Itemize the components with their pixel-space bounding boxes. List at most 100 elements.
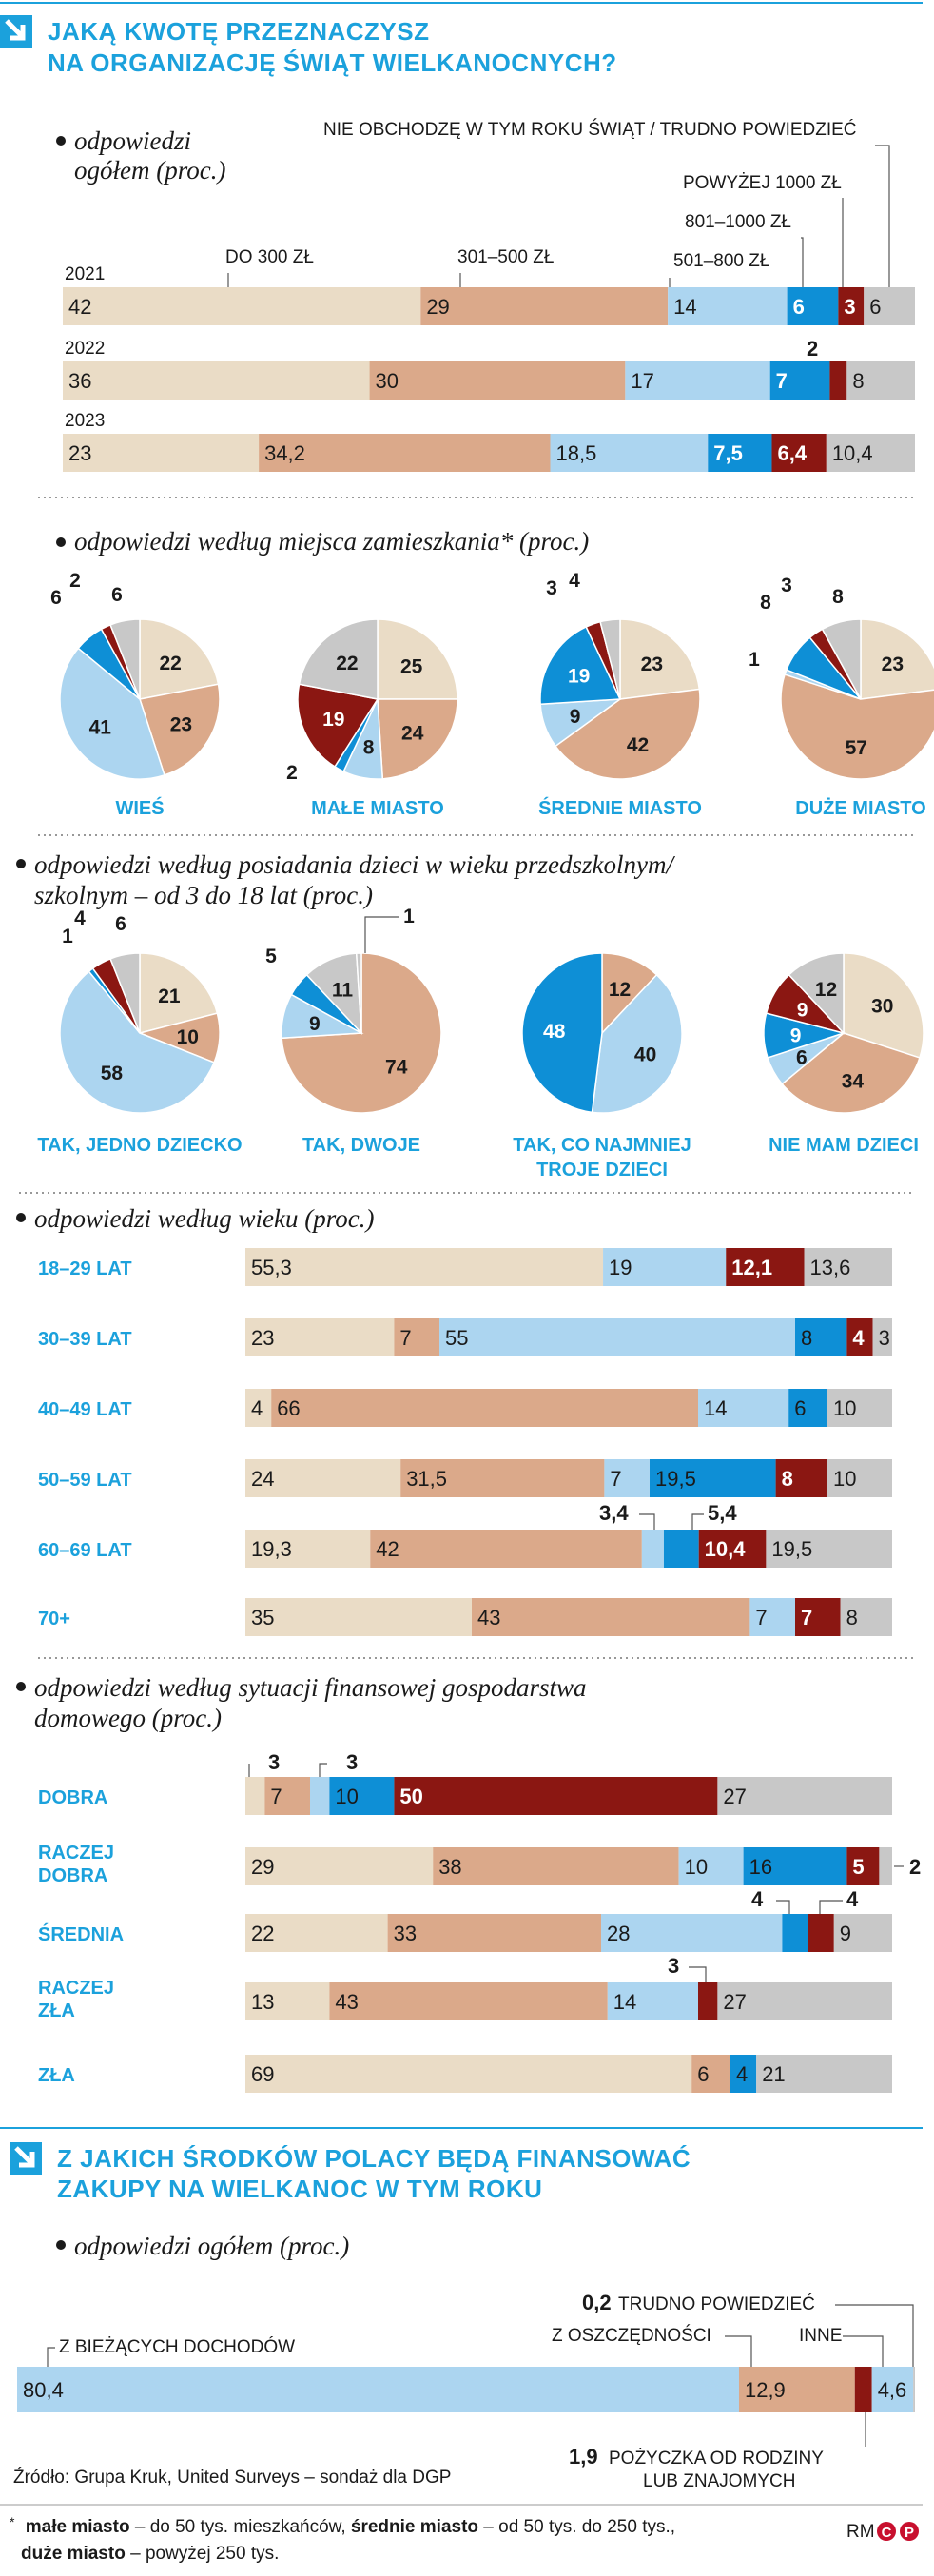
bar-segment [829,361,847,400]
pie-value-label: 8 [832,586,844,608]
logo-c: C [882,2525,892,2541]
fin-row-label: DOBRA [38,1865,107,1886]
bar-value-label: 7 [610,1467,621,1491]
pie-caption: TAK, DWOJE [302,1135,420,1156]
year-label: 2021 [65,264,105,284]
section1-subtitle-line1: odpowiedzi [74,127,191,155]
bar-value-label: 7 [270,1785,282,1808]
pie-value-label: 21 [158,986,181,1007]
bar-segment [63,287,421,325]
bar-value-label: 31,5 [406,1467,447,1491]
pie-value-label: 25 [400,655,423,677]
footnote-mark: * [10,2514,15,2529]
pie-slice [139,952,219,1034]
bar-segment [913,2367,915,2412]
pie-caption: TAK, CO NAJMNIEJ [513,1135,691,1156]
bar-segment [827,1459,892,1497]
bar-segment [310,1777,330,1815]
bar-value-label: 69 [251,2062,274,2086]
bar-segment [846,361,915,400]
bar-segment [766,1530,892,1568]
legend-none: NIE OBCHODZĘ W TYM ROKU ŚWIĄT / TRUDNO P… [323,119,857,140]
bar-segment [603,1248,727,1286]
bar-segment [698,1982,718,2020]
bar-value-label: 3 [879,1326,890,1350]
pie-slice [355,952,362,1034]
pie-value-label: 30 [871,995,893,1017]
pie-value-label: 57 [846,737,867,759]
subtitle-fin-line2: domowego (proc.) [34,1704,222,1732]
pie-value-label: 41 [89,716,112,738]
bar-value-label: 3 [844,295,855,319]
pie-value-label: 22 [159,653,181,674]
bar-segment [698,1530,767,1568]
bar-segment [245,1530,371,1568]
bar-segment [604,1459,650,1497]
pie-value-label: 9 [797,999,808,1021]
bar-value-label: 19,5 [655,1467,696,1491]
bar-segment [245,2055,692,2093]
pie-value-label: 2 [286,762,298,784]
bar-value-label: 12,9 [745,2378,786,2402]
leader-line [689,1966,707,1982]
bar-segment [63,361,370,400]
section2-title-line1: Z JAKICH ŚRODKÓW POLACY BĘDĄ FINANSOWAĆ [57,2144,691,2173]
credit: RM [846,2522,875,2542]
leader-none [875,145,890,287]
source: Źródło: Grupa Kruk, United Surveys – son… [13,2468,451,2488]
pie-slice [59,970,216,1114]
bar-segment [871,2367,914,2412]
bullet-icon [56,2240,66,2250]
bar-segment [387,1914,601,1952]
pie-slice [377,618,458,700]
year-label: 2022 [65,339,105,359]
leader-line [691,1513,704,1530]
leader-line [319,1763,327,1777]
funding-stacked-bar: 80,4 12,9 4,6 [17,2367,915,2412]
bar-value-label: 8 [846,1606,858,1630]
bar-value-label: 7 [776,369,788,393]
bar-segment [245,1318,395,1356]
pie-value-label: 3 [781,575,792,596]
bar-segment [245,1982,330,2020]
bar-value-label: 17 [631,369,653,393]
bar-segment [808,1914,834,1952]
bar-segment [756,2055,892,2093]
pie-value-label: 34 [842,1071,865,1093]
pie-value-label: 8 [760,592,771,614]
bar-segment [245,1248,604,1286]
bar-segment [245,1777,265,1815]
bar-segment [472,1598,750,1636]
pie-slice [59,647,165,780]
pie-value-label: 5 [265,946,277,967]
age-row-label: 50–59 LAT [38,1470,132,1491]
bar-value-label: 19,3 [251,1537,292,1561]
bar-value-label: 80,4 [23,2378,64,2402]
bar-value-label: 27 [723,1990,746,2014]
section2-subtitle: odpowiedzi ogółem (proc.) [74,2232,349,2260]
bar-segment [433,1847,679,1885]
bar-segment [788,1389,827,1427]
fund-oszcz-label: Z OSZCZĘDNOŚCI [552,2325,711,2346]
bar-value-label: 27 [723,1785,746,1808]
bar-value-label: 66 [277,1396,300,1420]
pie-value-label: 8 [363,737,375,759]
pie-caption: TROJE DZIECI [536,1160,668,1181]
pie-slice [601,952,658,1035]
bar-segment [245,1847,434,1885]
bar-value-label: 6 [794,1396,806,1420]
pie-slice [788,952,845,1035]
bar-value-label: 14 [704,1396,727,1420]
bar-value-label: 3 [668,1954,679,1978]
bar-segment [864,287,915,325]
section1-title-line1: JAKĄ KWOTĘ PRZEZNACZYSZ [48,17,430,46]
age-row-label: 60–69 LAT [38,1540,132,1561]
leader-oszcz [725,2335,752,2367]
pie-slice [554,688,701,780]
subtitle-children-line1: odpowiedzi według posiadania dzieci w wi… [34,850,675,879]
bar-segment [678,1847,744,1885]
pie-slice [298,618,379,700]
pie-slice [521,952,603,1114]
fund-trudno-label: TRUDNO POWIEDZIEĆ [618,2293,815,2314]
